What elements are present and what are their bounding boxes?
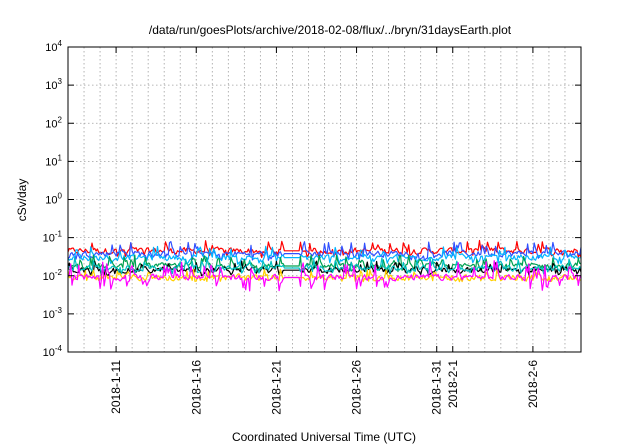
series-line bbox=[67, 241, 582, 261]
series-line bbox=[67, 260, 582, 292]
y-tick-label: 10-2 bbox=[43, 268, 63, 283]
x-tick-label: 2018-1-26 bbox=[350, 360, 364, 415]
series-line bbox=[67, 260, 582, 277]
y-tick-label: 101 bbox=[45, 153, 62, 168]
series-line bbox=[67, 268, 581, 283]
x-tick-label: 2018-2-6 bbox=[526, 360, 540, 408]
y-tick-label: 10-1 bbox=[43, 230, 63, 245]
x-tick-label: 2018-1-16 bbox=[189, 360, 203, 415]
x-axis-label: Coordinated Universal Time (UTC) bbox=[232, 430, 416, 444]
y-axis: 10-4 10-3 10-2 10-1 100 101 102 103 104 bbox=[43, 39, 581, 359]
y-tick-label: 10-4 bbox=[43, 344, 63, 359]
x-axis: 2018-1-11 2018-1-16 2018-1-21 2018-1-26 2018… bbox=[109, 47, 540, 415]
y-tick-label: 102 bbox=[45, 115, 62, 130]
y-axis-label: cSv/day bbox=[15, 179, 29, 222]
y-tick-label: 103 bbox=[45, 77, 62, 92]
y-tick-label: 100 bbox=[45, 192, 62, 207]
grid bbox=[68, 46, 581, 353]
x-tick-label: 2018-1-21 bbox=[269, 360, 283, 415]
x-tick-label: 2018-1-31 bbox=[430, 360, 444, 415]
y-tick-label: 10-3 bbox=[43, 306, 63, 321]
series-line bbox=[67, 245, 582, 265]
series-layer bbox=[67, 239, 582, 292]
x-tick-label: 2018-1-11 bbox=[109, 360, 123, 414]
chart-title: /data/run/goesPlots/archive/2018-02-08/f… bbox=[149, 23, 512, 37]
y-tick-label: 104 bbox=[45, 39, 62, 54]
x-tick-label: 2018-2-1 bbox=[446, 360, 460, 408]
